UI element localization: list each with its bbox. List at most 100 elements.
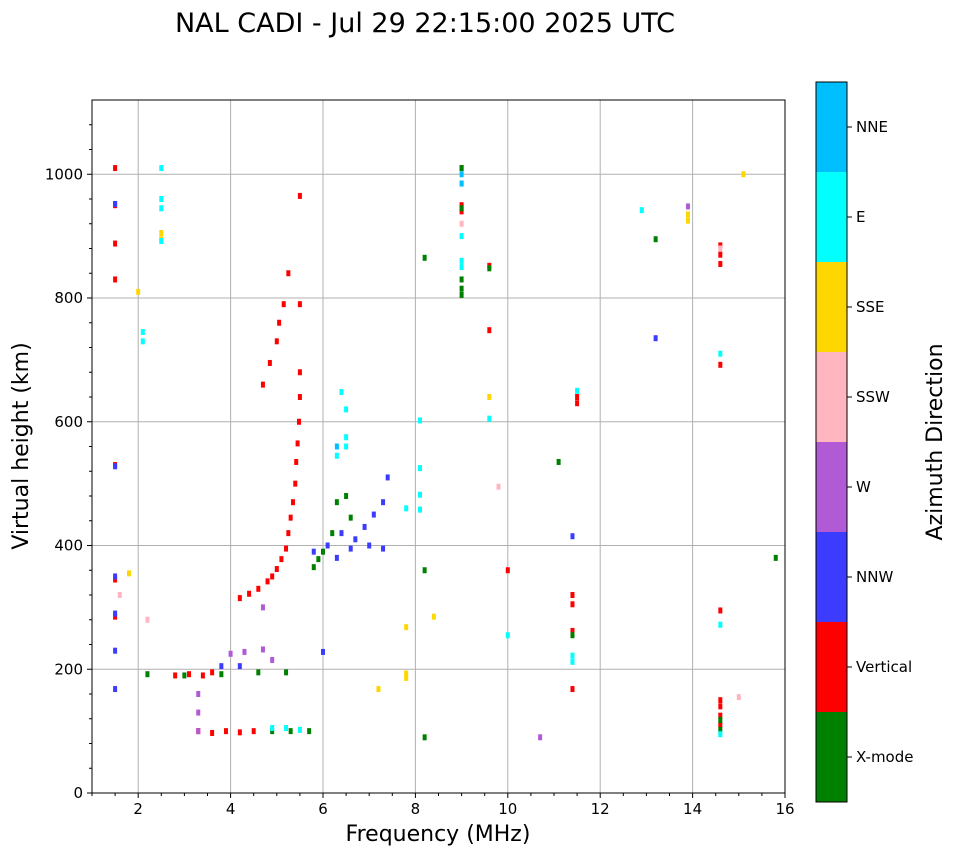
data-point	[279, 556, 284, 563]
data-point	[113, 573, 118, 580]
data-point	[113, 200, 118, 207]
data-point	[459, 285, 464, 292]
y-axis-ticks: 0 200 400 600 800 1000	[45, 124, 92, 802]
data-point	[288, 728, 293, 735]
data-point	[113, 610, 118, 617]
data-point	[334, 554, 339, 561]
data-point	[196, 728, 201, 735]
data-point	[126, 570, 131, 577]
data-point	[113, 613, 118, 620]
colorbar-label: Azimuth Direction	[923, 343, 948, 540]
data-point	[277, 319, 282, 326]
x-axis-ticks: 2 4 6 8 10 12 14 16	[91, 793, 795, 818]
data-point	[718, 697, 723, 704]
data-point	[140, 329, 145, 336]
data-point	[718, 260, 723, 267]
data-point	[685, 203, 690, 210]
data-point	[459, 291, 464, 298]
y-tick-label: 200	[54, 660, 83, 678]
data-point	[718, 712, 723, 719]
data-point	[196, 691, 201, 697]
data-point	[290, 499, 295, 506]
data-point	[418, 465, 423, 472]
data-point	[575, 387, 580, 394]
data-point	[459, 171, 464, 178]
data-point	[376, 686, 381, 693]
data-point	[459, 257, 464, 264]
data-point	[404, 624, 409, 631]
data-point	[321, 548, 325, 555]
data-point	[431, 613, 436, 620]
y-tick-label: 0	[73, 784, 83, 802]
data-point	[270, 728, 275, 735]
data-point	[653, 236, 658, 243]
x-tick-label: 12	[591, 800, 610, 818]
data-point	[210, 729, 215, 736]
data-point	[422, 567, 427, 574]
y-tick-label: 800	[54, 289, 83, 307]
data-point	[505, 567, 510, 574]
data-point	[113, 165, 118, 172]
data-point	[344, 434, 349, 441]
chart-title: NAL CADI - Jul 29 22:15:00 2025 UTC	[175, 8, 675, 39]
data-point	[260, 646, 265, 653]
data-point	[385, 474, 390, 481]
x-tick-label: 2	[133, 800, 143, 818]
data-point	[113, 276, 118, 283]
data-point	[284, 669, 289, 676]
colorbar-segment	[816, 622, 847, 712]
data-point	[459, 202, 464, 209]
x-tick-label: 8	[411, 800, 421, 818]
data-point	[284, 725, 289, 732]
data-point	[404, 505, 409, 512]
data-point	[570, 627, 575, 634]
data-point	[145, 671, 150, 678]
data-point	[297, 369, 302, 376]
data-point	[459, 165, 464, 172]
data-point	[307, 728, 312, 735]
data-point	[487, 265, 492, 272]
data-point	[496, 483, 501, 490]
data-point	[348, 545, 353, 552]
data-point	[297, 726, 302, 733]
data-point	[145, 616, 150, 623]
x-tick-label: 14	[683, 800, 702, 818]
data-point	[182, 672, 187, 679]
y-tick-label: 400	[54, 537, 83, 555]
data-point	[210, 669, 215, 676]
colorbar-segment	[816, 172, 847, 262]
y-tick-label: 1000	[45, 165, 83, 183]
data-point	[575, 400, 580, 407]
colorbar-segment	[816, 532, 847, 622]
x-tick-label: 10	[498, 800, 517, 818]
colorbar-segment	[816, 82, 847, 172]
data-point	[344, 493, 349, 499]
data-point	[265, 578, 270, 585]
data-point	[159, 165, 164, 172]
colorbar-ticks: X-mode Vertical NNW W SSW SSE E NNE	[847, 118, 913, 766]
data-point	[344, 443, 349, 450]
data-point	[505, 632, 510, 639]
colorbar-tick-label: NNW	[856, 568, 893, 586]
data-point	[159, 205, 164, 212]
data-point	[330, 530, 335, 537]
data-point	[297, 301, 302, 308]
data-point	[334, 499, 339, 506]
data-point	[294, 458, 299, 465]
data-point	[286, 270, 291, 277]
data-point	[570, 601, 575, 608]
data-point	[242, 648, 247, 655]
data-point	[311, 548, 316, 555]
data-point	[718, 607, 723, 614]
data-point	[293, 480, 298, 487]
data-point	[556, 458, 561, 465]
data-point	[247, 590, 252, 597]
data-point	[270, 725, 275, 732]
data-point	[459, 220, 464, 227]
data-point	[339, 389, 344, 396]
data-point	[741, 171, 746, 178]
data-point	[260, 604, 265, 611]
data-point	[404, 670, 409, 677]
grid-lines	[92, 100, 785, 793]
